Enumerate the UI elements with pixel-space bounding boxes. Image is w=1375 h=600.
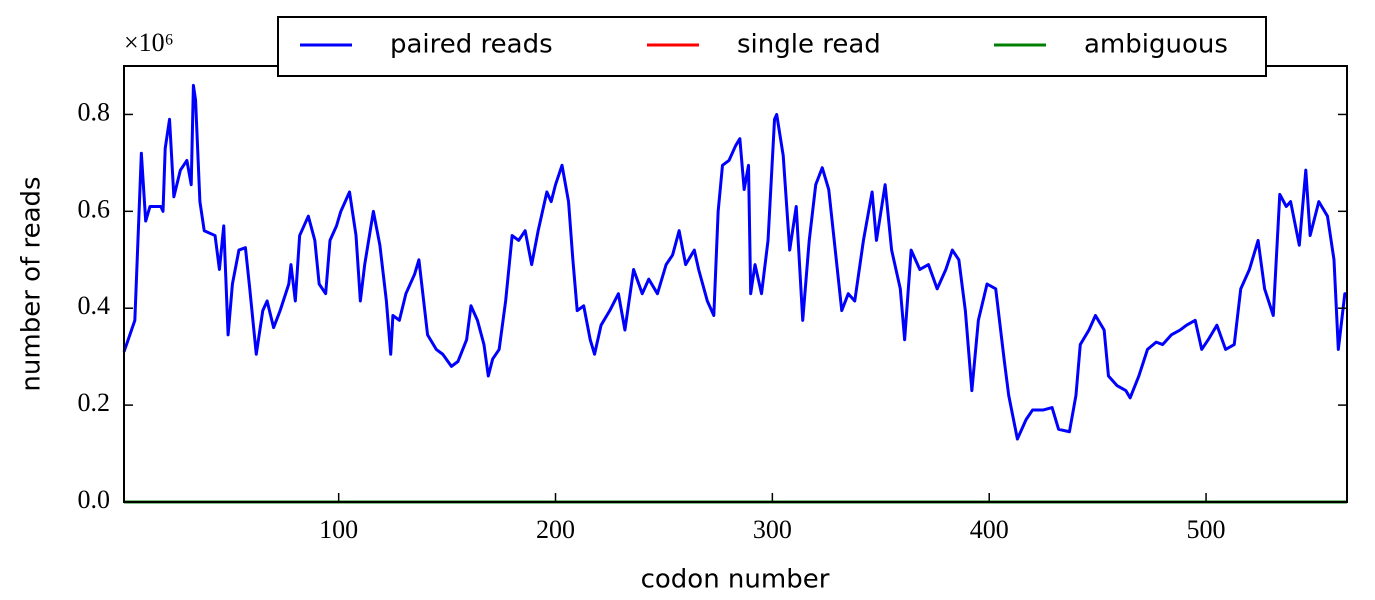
y-tick-label: 0.6 (78, 194, 111, 223)
x-tick-label: 300 (753, 515, 792, 544)
legend-label: single read (737, 30, 881, 60)
y-tick-label: 0.4 (78, 291, 111, 320)
legend-label: ambiguous (1084, 30, 1228, 60)
x-axis-label: codon number (641, 565, 830, 595)
y-offset-label: ×10⁶ (124, 28, 174, 57)
legend-label: paired reads (390, 30, 553, 60)
x-tick-label: 100 (319, 515, 358, 544)
y-tick-label: 0.0 (78, 485, 111, 514)
x-tick-label: 400 (970, 515, 1009, 544)
y-tick-label: 0.8 (78, 97, 111, 126)
y-axis-label: number of reads (17, 176, 47, 391)
x-tick-label: 200 (536, 515, 575, 544)
legend-box (277, 16, 1267, 77)
y-tick-label: 0.2 (78, 388, 111, 417)
plot-frame (123, 65, 1348, 503)
x-tick-label: 500 (1187, 515, 1226, 544)
data-line (122, 83, 1347, 441)
